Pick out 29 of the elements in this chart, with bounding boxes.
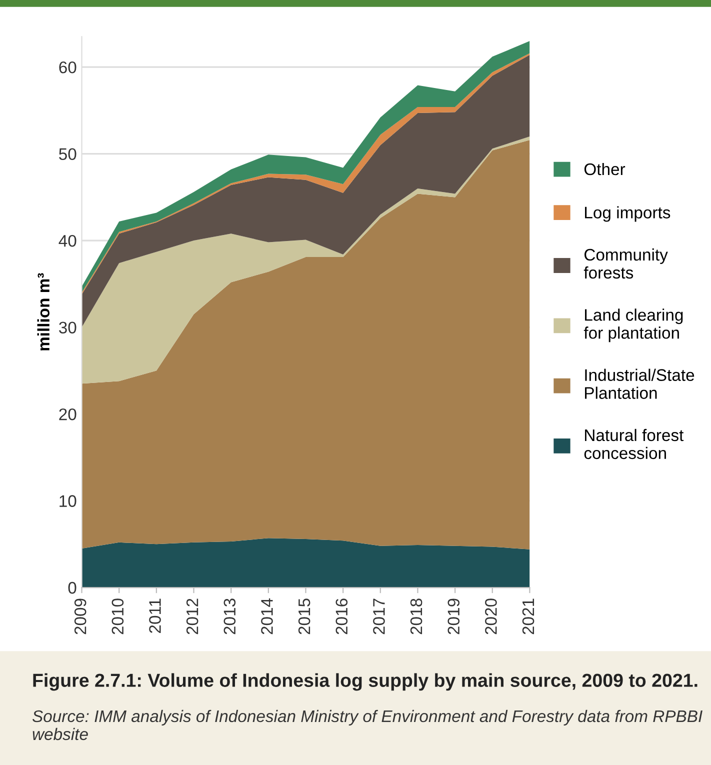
y-tick-label: 20 bbox=[59, 408, 76, 420]
x-tick-label: 2019 bbox=[448, 598, 460, 634]
x-tick-label: 2017 bbox=[373, 598, 385, 634]
x-tick-label: 2011 bbox=[149, 598, 161, 633]
x-tick-label: 2020 bbox=[485, 598, 497, 634]
x-tick-label: 2014 bbox=[261, 598, 273, 634]
y-tick-label: 10 bbox=[60, 495, 76, 507]
x-tick-label: 2015 bbox=[298, 598, 310, 634]
y-axis-title: million m³ bbox=[37, 273, 50, 350]
x-tick-label: 2013 bbox=[224, 598, 236, 634]
legend-label: Log imports bbox=[585, 206, 670, 222]
y-tick-label: 60 bbox=[59, 61, 76, 74]
legend-label: Land clearing for plantation bbox=[584, 308, 683, 342]
y-tick-label: 50 bbox=[59, 148, 76, 160]
y-tick-label: 0 bbox=[68, 582, 76, 594]
x-tick-label: 2016 bbox=[336, 598, 348, 634]
x-tick-label: 2021 bbox=[522, 598, 534, 634]
source-note: Source: IMM analysis of Indonesian Ministry of Environment and Forestry data from RPBBI website bbox=[32, 710, 702, 740]
legend-label: Other bbox=[584, 162, 626, 176]
legend-label: Community forests bbox=[584, 248, 668, 279]
x-tick-label: 2018 bbox=[410, 598, 422, 634]
y-tick-label: 30 bbox=[59, 322, 76, 334]
legend-label: Industrial/State Plantation bbox=[585, 368, 694, 399]
legend-label: Natural forest concession bbox=[584, 428, 684, 460]
x-tick-label: 2010 bbox=[112, 598, 124, 634]
x-tick-label: 2012 bbox=[186, 598, 198, 634]
x-tick-label: 2009 bbox=[74, 598, 86, 634]
text: Figure 2.7.1: Volume of Indonesia log supply by main source, 2009 to 2021. bbox=[33, 673, 698, 691]
y-tick-label: 40 bbox=[58, 234, 76, 247]
